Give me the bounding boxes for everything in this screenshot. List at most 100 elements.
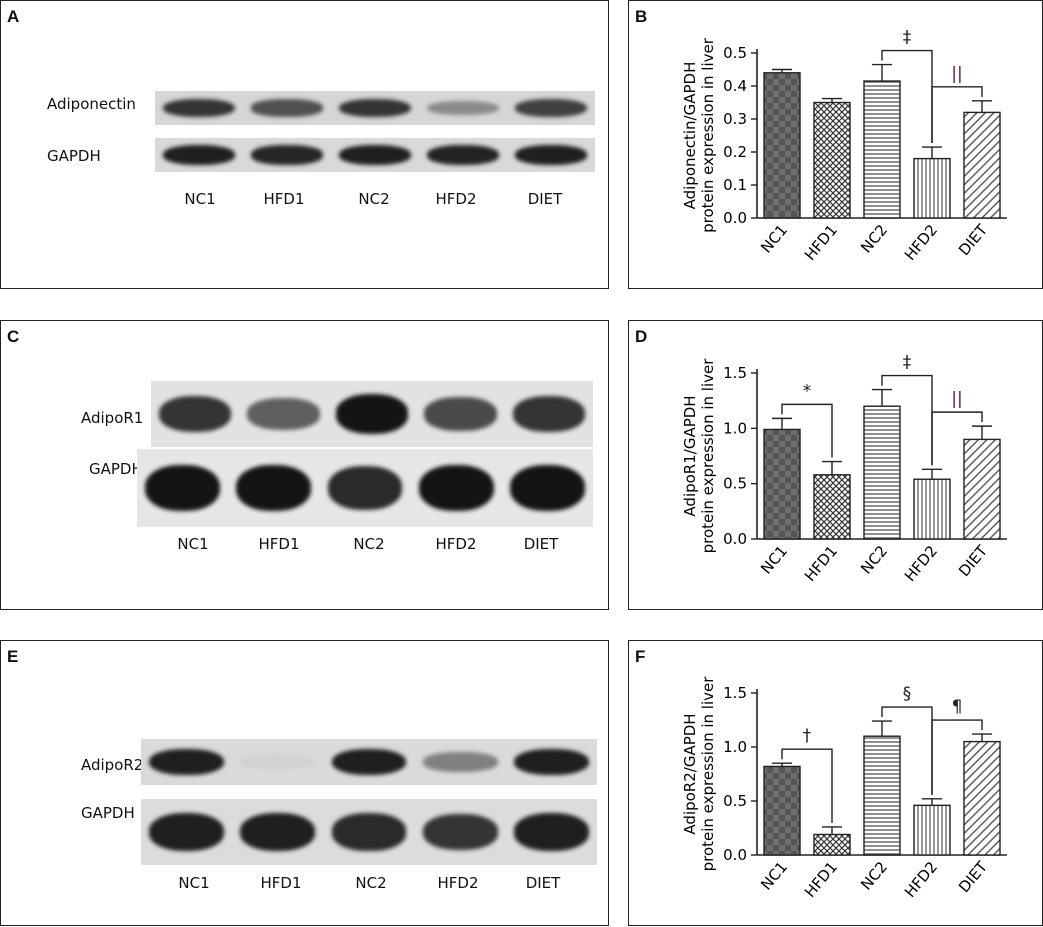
control-label: GAPDH xyxy=(89,460,143,478)
blot-band xyxy=(250,99,324,117)
lane-label: HFD1 xyxy=(263,190,305,208)
y-tick-label: 0.4 xyxy=(723,77,747,95)
blot-band xyxy=(512,395,586,433)
bar xyxy=(863,405,901,540)
y-tick-label: 0.0 xyxy=(723,846,747,864)
blot-band xyxy=(250,145,324,165)
blot-band xyxy=(335,394,409,434)
blot-band xyxy=(162,145,236,165)
blot-panel-a: A Adiponectin GAPDH NC1 HFD1 NC2 HFD2 DI… xyxy=(0,0,609,289)
blot-band xyxy=(327,465,403,511)
x-tick-label: NC1 xyxy=(757,221,791,257)
panel-letter: E xyxy=(7,647,19,666)
significance-bracket xyxy=(931,86,983,144)
x-tick-label: HFD1 xyxy=(801,858,841,901)
panel-letter: C xyxy=(7,327,20,346)
protein-blot xyxy=(141,739,597,785)
lane-label: HFD1 xyxy=(260,874,302,892)
significance-symbol: || xyxy=(951,64,962,84)
blot-band xyxy=(158,395,232,433)
blot-band xyxy=(426,145,500,165)
blot-band xyxy=(247,398,320,430)
blot-band xyxy=(514,748,589,776)
lane-label: NC2 xyxy=(358,190,390,208)
y-axis-label: protein expression in liver xyxy=(699,37,717,233)
y-tick-label: 0.5 xyxy=(723,792,747,810)
blot-band xyxy=(338,145,412,165)
blot-band xyxy=(424,397,497,431)
panel-letter: A xyxy=(7,7,20,26)
significance-symbol: § xyxy=(903,684,912,704)
lane-label: NC2 xyxy=(355,874,387,892)
y-tick-label: 1.5 xyxy=(723,684,747,702)
blot-band xyxy=(162,98,236,118)
x-tick-label: DIET xyxy=(955,541,992,580)
y-tick-label: 0.5 xyxy=(723,475,747,493)
blot-band xyxy=(514,145,588,165)
y-tick-label: 1.0 xyxy=(723,738,747,756)
y-tick-label: 0.3 xyxy=(723,110,747,128)
blot-band xyxy=(514,98,588,117)
significance-symbol: || xyxy=(951,389,962,409)
protein-label: AdipoR1 xyxy=(81,409,144,427)
y-axis-label: Adiponectin/GAPDH xyxy=(681,62,699,210)
lane-label: HFD2 xyxy=(435,535,477,553)
chart-panel-f: F AdipoR2/GAPDH protein expression in liv… xyxy=(628,640,1043,926)
x-tick-label: NC2 xyxy=(857,858,891,894)
y-tick-label: 0.5 xyxy=(723,44,747,62)
blot-band xyxy=(331,813,407,851)
x-tick-label: HFD1 xyxy=(801,221,841,264)
lane-label: NC1 xyxy=(184,190,216,208)
blot-band xyxy=(145,464,220,512)
lane-label: HFD2 xyxy=(435,190,477,208)
y-axis-label: AdipoR1/GAPDH xyxy=(681,395,699,516)
control-blot xyxy=(137,449,593,527)
lane-label: NC1 xyxy=(177,535,209,553)
panel-letter: F xyxy=(635,647,646,666)
blot-band xyxy=(236,464,312,512)
protein-label: Adiponectin xyxy=(47,95,136,113)
chart-b: Adiponectin/GAPDH protein expression in l… xyxy=(681,28,1007,264)
blot-band xyxy=(510,464,585,512)
blot-band xyxy=(149,812,224,852)
control-blot xyxy=(141,799,597,865)
y-tick-label: 0.0 xyxy=(723,530,747,548)
significance-bracket xyxy=(931,719,983,795)
blot-band xyxy=(149,748,224,776)
significance-symbol: ‡ xyxy=(903,28,912,48)
significance-bracket xyxy=(781,403,833,458)
lane-label: NC1 xyxy=(178,874,210,892)
protein-blot xyxy=(151,381,593,447)
bar xyxy=(963,111,1001,219)
bar xyxy=(763,765,801,856)
blot-band xyxy=(338,98,412,118)
blot-band xyxy=(240,755,316,769)
significance-symbol: ¶ xyxy=(952,697,963,717)
significance-bracket xyxy=(931,411,983,466)
bar xyxy=(813,101,851,219)
control-blot xyxy=(155,138,595,172)
blot-band xyxy=(418,464,494,512)
blot-band xyxy=(331,748,407,776)
x-tick-label: DIET xyxy=(955,220,992,259)
significance-symbol: * xyxy=(803,381,812,401)
y-tick-label: 0.0 xyxy=(723,209,747,227)
significance-symbol: † xyxy=(803,726,812,746)
lane-label: HFD2 xyxy=(437,874,479,892)
chart-panel-b: B Adiponectin/GAPDH protein expression in… xyxy=(628,0,1043,289)
blot-band xyxy=(422,813,498,851)
significance-bracket xyxy=(781,748,833,823)
bar xyxy=(863,735,901,856)
panel-letter: D xyxy=(635,327,648,346)
y-axis-label: protein expression in liver xyxy=(699,358,717,554)
bar xyxy=(813,833,851,856)
control-label: GAPDH xyxy=(47,147,101,165)
bar xyxy=(963,740,1001,856)
protein-label: AdipoR2 xyxy=(81,756,144,774)
bar xyxy=(763,72,801,219)
y-axis-label: AdipoR2/GAPDH xyxy=(681,713,699,834)
x-tick-label: DIET xyxy=(955,857,992,896)
x-tick-label: HFD2 xyxy=(901,858,941,901)
bar xyxy=(863,80,901,219)
x-tick-label: HFD2 xyxy=(901,221,941,264)
